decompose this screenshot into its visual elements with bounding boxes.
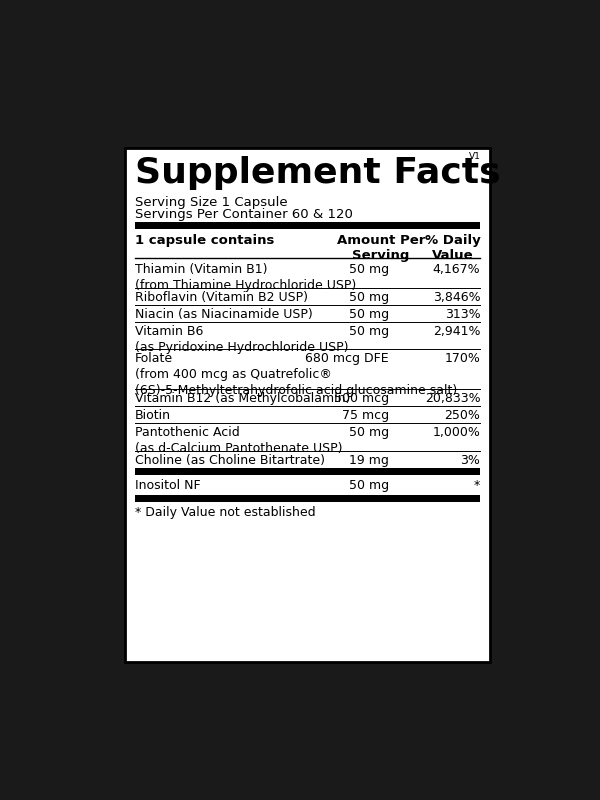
Text: 4,167%: 4,167% (433, 263, 481, 276)
Bar (125, 148, 490, 662)
Text: *: * (474, 479, 481, 493)
Text: Serving Size 1 Capsule: Serving Size 1 Capsule (134, 196, 287, 209)
Text: 2,941%: 2,941% (433, 325, 481, 338)
Text: 3%: 3% (460, 454, 481, 467)
Text: 50 mg: 50 mg (349, 308, 389, 321)
Text: Choline (as Choline Bitartrate): Choline (as Choline Bitartrate) (134, 454, 325, 467)
Text: 680 mcg DFE: 680 mcg DFE (305, 353, 389, 366)
Text: 250%: 250% (445, 410, 481, 422)
Text: 75 mcg: 75 mcg (342, 410, 389, 422)
Text: 50 mg: 50 mg (349, 291, 389, 304)
Text: Inositol NF: Inositol NF (134, 479, 200, 493)
Text: Amount Per
Serving: Amount Per Serving (337, 234, 425, 262)
Text: 1 capsule contains: 1 capsule contains (134, 234, 274, 247)
Text: Folate
(from 400 mcg as Quatrefolic®
(6S)-5-Methyltetrahydrofolic acid glucosami: Folate (from 400 mcg as Quatrefolic® (6S… (134, 353, 457, 398)
Text: 50 mg: 50 mg (349, 263, 389, 276)
Text: Thiamin (Vitamin B1)
(from Thiamine Hydrochloride USP): Thiamin (Vitamin B1) (from Thiamine Hydr… (134, 263, 356, 292)
Text: 50 mg: 50 mg (349, 479, 389, 493)
Text: Vitamin B6
(as Pyridoxine Hydrochloride USP): Vitamin B6 (as Pyridoxine Hydrochloride … (134, 325, 348, 354)
Bar (134, 222, 481, 230)
Text: 50 mg: 50 mg (349, 325, 389, 338)
Text: Biotin: Biotin (134, 410, 170, 422)
Bar (134, 468, 481, 475)
Text: 20,833%: 20,833% (425, 393, 481, 406)
Text: 50 mg: 50 mg (349, 426, 389, 439)
Text: * Daily Value not established: * Daily Value not established (134, 506, 316, 519)
Text: V1: V1 (469, 152, 481, 162)
Text: 19 mg: 19 mg (349, 454, 389, 467)
Text: 500 mcg: 500 mcg (334, 393, 389, 406)
Text: 3,846%: 3,846% (433, 291, 481, 304)
Text: % Daily
Value: % Daily Value (425, 234, 481, 262)
Text: Supplement Facts: Supplement Facts (134, 156, 500, 190)
Text: Vitamin B12 (as Methylcobalamin): Vitamin B12 (as Methylcobalamin) (134, 393, 350, 406)
Text: Riboflavin (Vitamin B2 USP): Riboflavin (Vitamin B2 USP) (134, 291, 308, 304)
Text: 313%: 313% (445, 308, 481, 321)
Text: Servings Per Container 60 & 120: Servings Per Container 60 & 120 (134, 209, 353, 222)
Text: 170%: 170% (445, 353, 481, 366)
Text: Pantothenic Acid
(as d-Calcium Pantothenate USP): Pantothenic Acid (as d-Calcium Pantothen… (134, 426, 342, 455)
Text: 1,000%: 1,000% (433, 426, 481, 439)
Bar (134, 495, 481, 502)
Text: Niacin (as Niacinamide USP): Niacin (as Niacinamide USP) (134, 308, 313, 321)
